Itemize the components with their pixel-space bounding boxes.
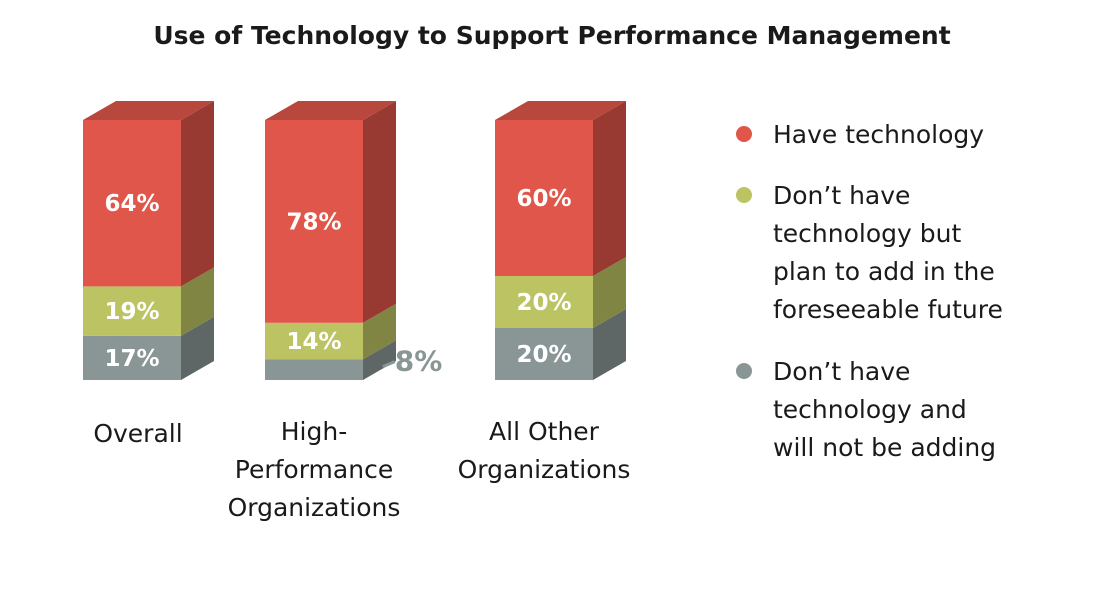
bar-segment	[495, 328, 593, 380]
bar-segment	[83, 120, 181, 287]
data-label-leader	[382, 360, 396, 368]
bar-segment	[265, 322, 363, 360]
bar-top	[495, 101, 626, 120]
data-label: 20%	[516, 342, 571, 368]
bar-segment	[495, 120, 593, 276]
bar-top	[265, 101, 396, 120]
category-labels: Overall High-Performance Organizations All …	[93, 417, 630, 522]
bar-segment	[83, 335, 181, 380]
legend-label: Have technology	[773, 120, 984, 149]
bar-side	[181, 316, 214, 380]
category-label: High-Performance Organizations	[228, 417, 401, 522]
data-label: 14%	[286, 329, 341, 355]
bar-segment	[83, 286, 181, 336]
bar-side	[181, 101, 214, 287]
data-label: 8%	[395, 345, 443, 378]
legend: Have technology Don’t have technology but p…	[736, 120, 1003, 462]
category-label: All Other Organizations	[458, 417, 631, 484]
data-label: 78%	[286, 209, 341, 235]
data-label: 17%	[104, 346, 159, 372]
bar-segment	[495, 276, 593, 328]
bars	[83, 101, 626, 380]
data-label: 64%	[104, 191, 159, 217]
data-label: 60%	[516, 186, 571, 212]
legend-marker	[736, 126, 752, 142]
bar-side	[363, 303, 396, 360]
bar-side	[363, 340, 396, 380]
chart-title: Use of Technology to Support Performance…	[153, 21, 950, 50]
legend-label: Don’t have technology but plan to add in t…	[773, 181, 1003, 324]
bar-segment	[265, 359, 363, 380]
bar-side	[593, 257, 626, 328]
bar-labels: 17% 19% 64% 8% 14% 78% 20% 20% 60%	[104, 186, 571, 378]
legend-marker	[736, 187, 752, 203]
bar-side	[181, 267, 214, 336]
bar-side	[593, 309, 626, 380]
legend-label: Don’t have technology and will not be addi…	[773, 357, 996, 462]
bar-segment	[265, 120, 363, 323]
data-label: 20%	[516, 290, 571, 316]
bar-side	[363, 101, 396, 323]
legend-marker	[736, 363, 752, 379]
bar-side	[593, 101, 626, 276]
category-label: Overall	[93, 419, 182, 448]
data-label: 19%	[104, 299, 159, 325]
bar-top	[83, 101, 214, 120]
